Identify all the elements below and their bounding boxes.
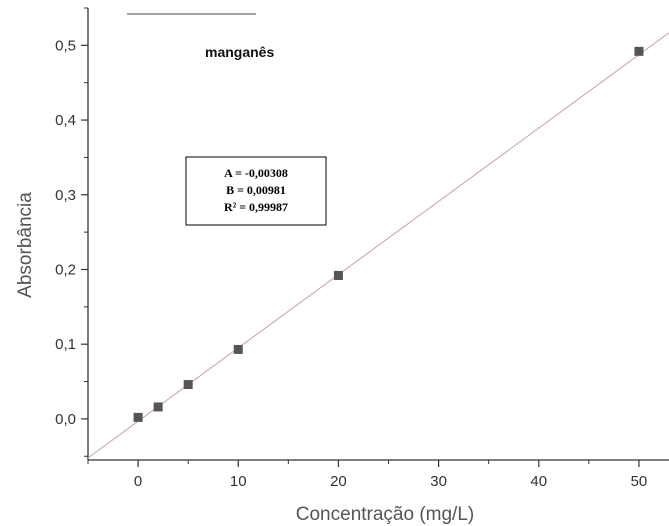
fit-intercept-label: A = -0,00308 [224,166,288,180]
y-axis-title: Absorbância [15,192,36,298]
y-tick-label: 0,3 [55,187,76,204]
data-point [133,412,143,422]
y-tick-label: 0,5 [55,37,76,54]
x-ticks: 0 10 20 30 40 50 [87,460,648,490]
y-ticks: 0,0 0,1 0,2 0,3 0,4 0,5 [55,7,88,457]
x-axis-title: Concentração (mg/L) [296,504,474,525]
y-tick-label: 0,4 [55,112,76,129]
fit-results-frame [185,156,327,226]
fit-line-group [87,32,669,459]
fit-slope-label: B = 0,00981 [226,183,286,197]
y-tick-label: 0,1 [55,336,76,353]
data-point [153,402,163,412]
x-tick-label: 40 [530,473,547,490]
y-tick-label: 0,0 [55,411,76,428]
data-point [233,344,243,354]
y-tick-label: 0,2 [55,261,76,278]
chart-title: manganês [205,44,274,60]
x-tick-label: 10 [230,473,247,490]
fit-line [87,32,669,459]
fit-results-box: A = -0,00308 B = 0,00981 R² = 0,99987 [185,156,327,226]
data-points [133,46,644,422]
x-tick-label: 30 [430,473,447,490]
x-tick-label: 20 [330,473,347,490]
data-point [333,270,343,280]
axes [87,8,669,461]
x-tick-label: 50 [631,473,648,490]
data-point [634,46,644,56]
x-tick-label: 0 [134,473,142,490]
data-point [183,380,193,390]
fit-r-squared-label: R² = 0,99987 [224,200,288,214]
